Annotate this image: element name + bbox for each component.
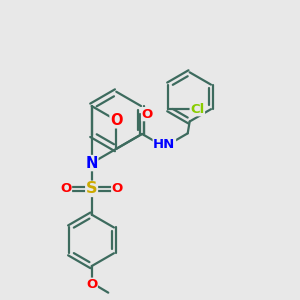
Text: HN: HN [153, 138, 176, 151]
Text: Cl: Cl [190, 103, 205, 116]
Text: O: O [60, 182, 71, 195]
Text: O: O [86, 278, 97, 291]
Text: N: N [85, 156, 98, 171]
Text: O: O [112, 182, 123, 195]
Text: O: O [110, 113, 123, 128]
Text: O: O [142, 108, 153, 121]
Text: S: S [86, 181, 98, 196]
